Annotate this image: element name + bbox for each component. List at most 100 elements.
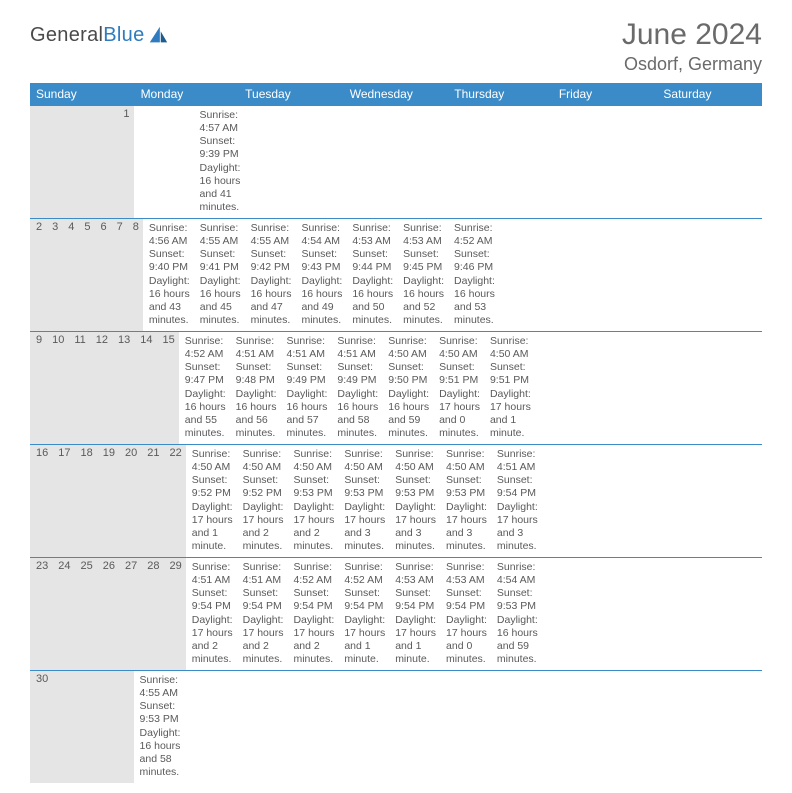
day-line-d1: Daylight: 16 hours (337, 388, 378, 414)
day-line-sr: Sunrise: 4:55 AM (140, 674, 181, 700)
day-line-sr: Sunrise: 4:52 AM (185, 335, 226, 361)
day-header-sat: Saturday (657, 83, 762, 106)
day-cell: Sunrise: 4:55 AMSunset: 9:41 PMDaylight:… (194, 219, 245, 331)
day-number: 6 (95, 219, 111, 331)
brand-text: GeneralBlue (30, 24, 145, 47)
day-line-d2: and 53 minutes. (454, 301, 495, 327)
day-line-d2: and 59 minutes. (497, 640, 538, 666)
day-header-wed: Wednesday (344, 83, 449, 106)
day-line-d1: Daylight: 16 hours (454, 275, 495, 301)
day-line-d2: and 50 minutes. (352, 301, 393, 327)
day-line-d1: Daylight: 16 hours (352, 275, 393, 301)
day-cell (184, 106, 194, 218)
week-row: 23242526272829Sunrise: 4:51 AMSunset: 9:… (30, 558, 762, 671)
day-number (30, 106, 45, 218)
day-cell (194, 671, 204, 783)
day-line-sr: Sunrise: 4:51 AM (497, 448, 538, 474)
day-line-sr: Sunrise: 4:50 AM (439, 335, 480, 361)
day-line-d2: and 59 minutes. (388, 414, 429, 440)
day-line-sr: Sunrise: 4:53 AM (352, 222, 393, 248)
day-line-d2: and 45 minutes. (200, 301, 241, 327)
day-line-d2: and 43 minutes. (149, 301, 190, 327)
day-number: 1 (117, 106, 133, 218)
day-number (79, 671, 93, 783)
day-line-d1: Daylight: 16 hours (236, 388, 277, 414)
day-line-d1: Daylight: 17 hours (395, 614, 436, 640)
day-line-sr: Sunrise: 4:50 AM (243, 448, 284, 474)
day-line-d1: Daylight: 16 hours (200, 162, 241, 188)
daynum-row: 16171819202122 (30, 445, 186, 557)
info-row: Sunrise: 4:52 AMSunset: 9:47 PMDaylight:… (179, 332, 535, 444)
day-number (120, 671, 134, 783)
week-row: 9101112131415Sunrise: 4:52 AMSunset: 9:4… (30, 332, 762, 445)
day-line-sr: Sunrise: 4:50 AM (446, 448, 487, 474)
location: Osdorf, Germany (622, 54, 762, 75)
day-line-d1: Daylight: 17 hours (293, 614, 334, 640)
day-line-d1: Daylight: 17 hours (446, 614, 487, 640)
day-line-sr: Sunrise: 4:54 AM (497, 561, 538, 587)
day-line-d2: and 2 minutes. (243, 527, 284, 553)
day-line-ss: Sunset: 9:54 PM (446, 587, 487, 613)
day-cell: Sunrise: 4:51 AMSunset: 9:49 PMDaylight:… (331, 332, 382, 444)
day-number: 4 (62, 219, 78, 331)
day-line-d1: Daylight: 16 hours (403, 275, 444, 301)
day-line-ss: Sunset: 9:51 PM (439, 361, 480, 387)
day-line-sr: Sunrise: 4:52 AM (293, 561, 334, 587)
day-number: 5 (78, 219, 94, 331)
info-row: Sunrise: 4:56 AMSunset: 9:40 PMDaylight:… (143, 219, 499, 331)
day-line-d2: and 1 minute. (192, 527, 233, 553)
day-line-sr: Sunrise: 4:50 AM (388, 335, 429, 361)
day-number: 8 (127, 219, 143, 331)
day-line-sr: Sunrise: 4:51 AM (243, 561, 284, 587)
day-line-d2: and 47 minutes. (251, 301, 292, 327)
day-line-ss: Sunset: 9:49 PM (337, 361, 378, 387)
day-line-d1: Daylight: 17 hours (439, 388, 480, 414)
day-cell: Sunrise: 4:51 AMSunset: 9:49 PMDaylight:… (281, 332, 332, 444)
day-number: 13 (112, 332, 134, 444)
day-cell: Sunrise: 4:53 AMSunset: 9:54 PMDaylight:… (440, 558, 491, 670)
day-line-sr: Sunrise: 4:53 AM (403, 222, 444, 248)
day-line-sr: Sunrise: 4:53 AM (395, 561, 436, 587)
daynum-row: 1 (30, 106, 134, 218)
brand-part1: General (30, 24, 103, 46)
day-cell: Sunrise: 4:50 AMSunset: 9:53 PMDaylight:… (338, 445, 389, 557)
day-line-ss: Sunset: 9:49 PM (287, 361, 328, 387)
day-line-ss: Sunset: 9:53 PM (140, 700, 181, 726)
day-line-d1: Daylight: 16 hours (185, 388, 226, 414)
day-cell: Sunrise: 4:51 AMSunset: 9:54 PMDaylight:… (237, 558, 288, 670)
day-line-ss: Sunset: 9:42 PM (251, 248, 292, 274)
day-number: 20 (119, 445, 141, 557)
day-cell: Sunrise: 4:52 AMSunset: 9:54 PMDaylight:… (287, 558, 338, 670)
day-line-d1: Daylight: 17 hours (243, 501, 284, 527)
day-number: 15 (157, 332, 179, 444)
day-line-d2: and 3 minutes. (395, 527, 436, 553)
day-cell: Sunrise: 4:51 AMSunset: 9:54 PMDaylight:… (491, 445, 542, 557)
week-row: 30Sunrise: 4:55 AMSunset: 9:53 PMDayligh… (30, 671, 762, 783)
day-cell: Sunrise: 4:50 AMSunset: 9:53 PMDaylight:… (440, 445, 491, 557)
day-line-d1: Daylight: 17 hours (192, 501, 233, 527)
day-line-d2: and 55 minutes. (185, 414, 226, 440)
day-line-sr: Sunrise: 4:50 AM (192, 448, 233, 474)
day-line-d1: Daylight: 16 hours (149, 275, 190, 301)
day-line-ss: Sunset: 9:54 PM (344, 587, 385, 613)
day-line-ss: Sunset: 9:52 PM (192, 474, 233, 500)
day-number: 28 (141, 558, 163, 670)
day-line-d2: and 2 minutes. (243, 640, 284, 666)
day-cell: Sunrise: 4:50 AMSunset: 9:53 PMDaylight:… (287, 445, 338, 557)
day-number: 30 (30, 671, 52, 783)
day-line-sr: Sunrise: 4:55 AM (200, 222, 241, 248)
day-line-ss: Sunset: 9:43 PM (301, 248, 342, 274)
week-row: 16171819202122Sunrise: 4:50 AMSunset: 9:… (30, 445, 762, 558)
day-cell (184, 671, 194, 783)
info-row: Sunrise: 4:57 AMSunset: 9:39 PMDaylight:… (134, 106, 245, 218)
day-cell: Sunrise: 4:52 AMSunset: 9:54 PMDaylight:… (338, 558, 389, 670)
day-line-sr: Sunrise: 4:50 AM (490, 335, 531, 361)
day-line-sr: Sunrise: 4:51 AM (287, 335, 328, 361)
day-header-thu: Thursday (448, 83, 553, 106)
day-cell: Sunrise: 4:54 AMSunset: 9:43 PMDaylight:… (295, 219, 346, 331)
day-line-ss: Sunset: 9:54 PM (395, 587, 436, 613)
week-row: 1Sunrise: 4:57 AMSunset: 9:39 PMDaylight… (30, 106, 762, 219)
day-line-d1: Daylight: 17 hours (192, 614, 233, 640)
day-cell: Sunrise: 4:53 AMSunset: 9:54 PMDaylight:… (389, 558, 440, 670)
day-line-sr: Sunrise: 4:52 AM (344, 561, 385, 587)
